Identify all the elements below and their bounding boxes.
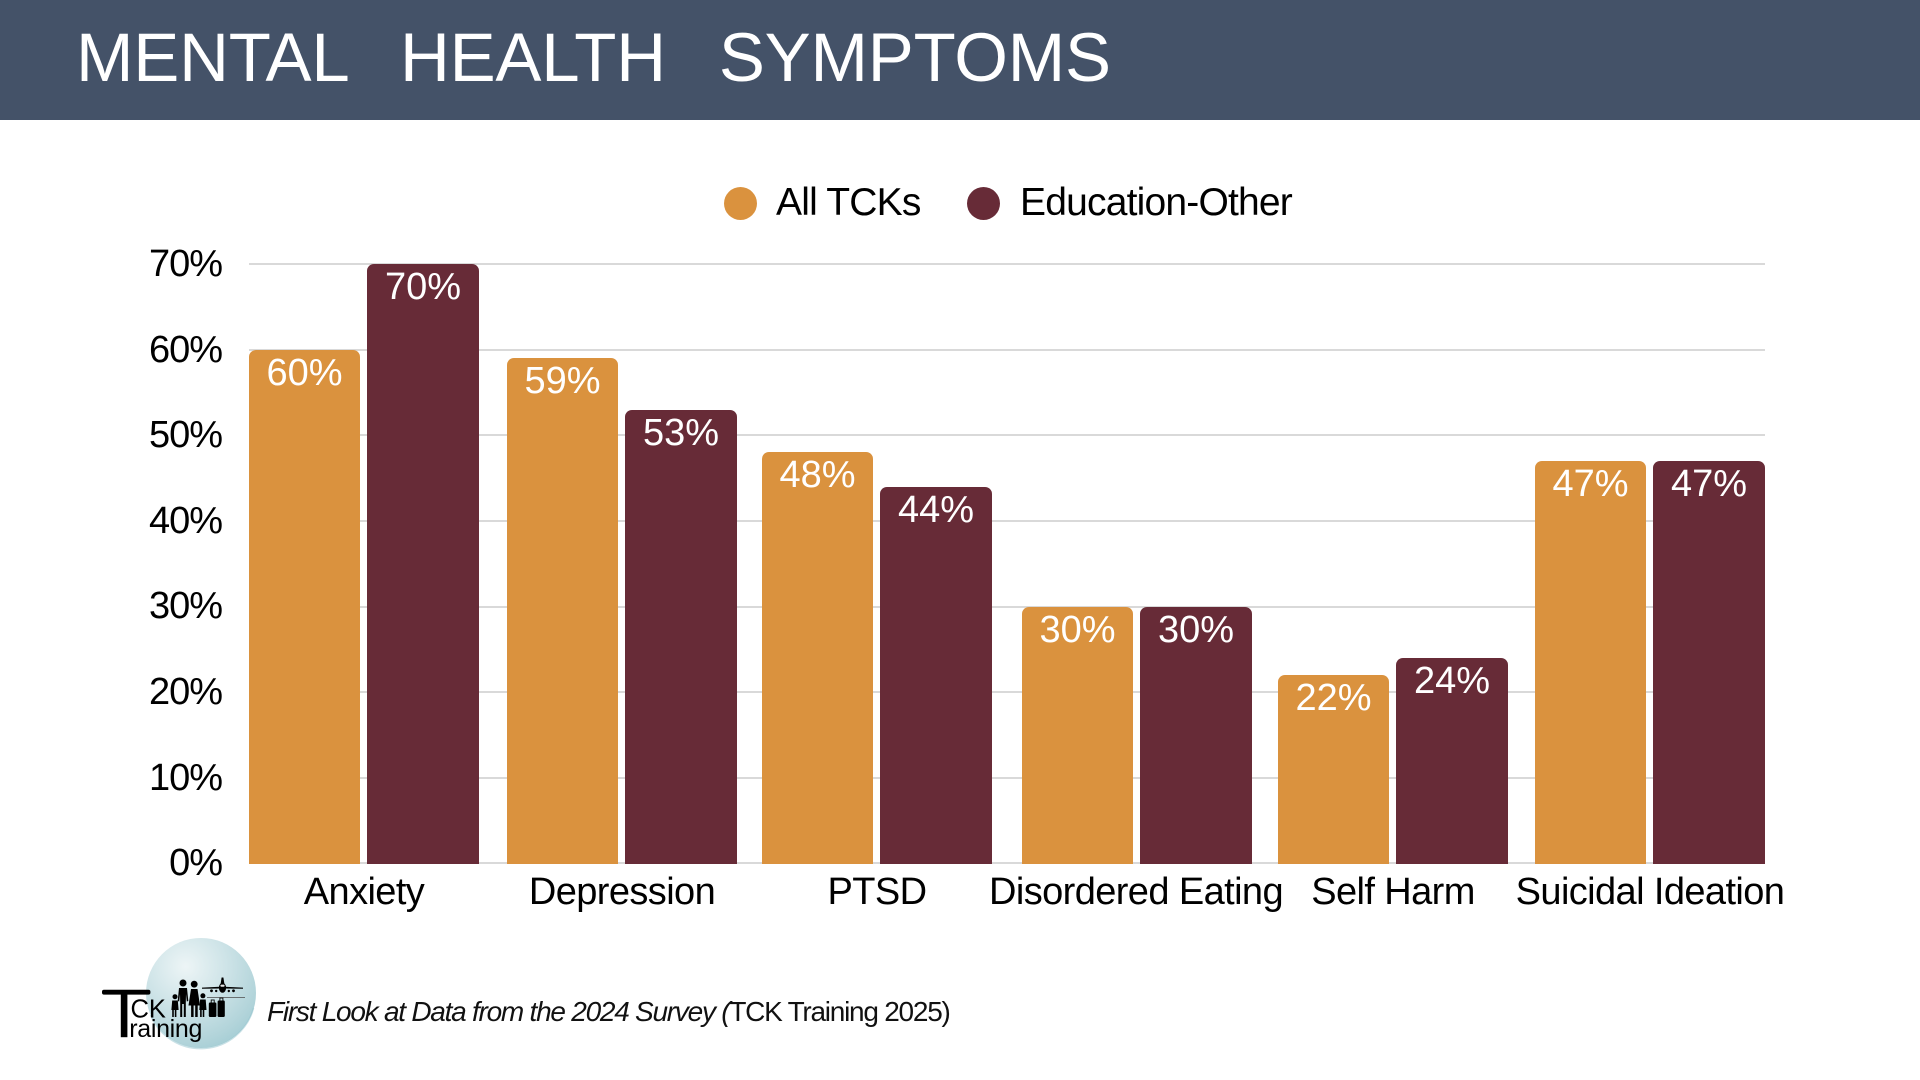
svg-text:raining: raining: [129, 1015, 202, 1043]
svg-text:CK: CK: [131, 996, 166, 1024]
